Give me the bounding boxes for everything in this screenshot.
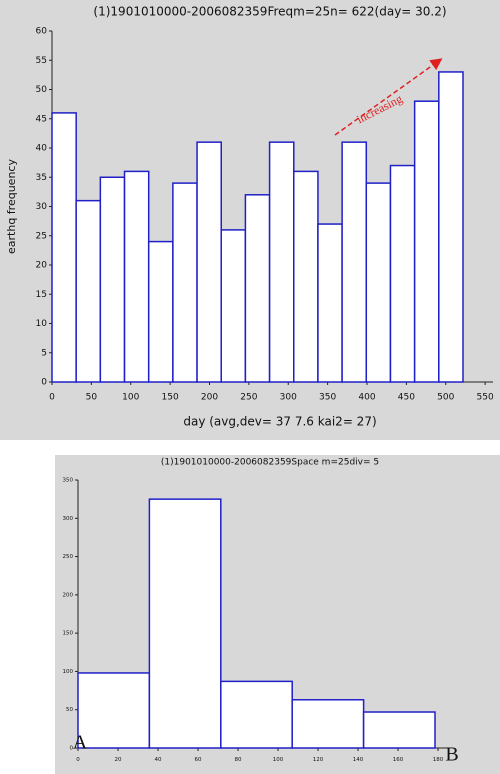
x-tick-label: 350 (319, 393, 336, 403)
bar (99, 176, 126, 383)
bar (291, 699, 365, 749)
y-tick-label: 350 (63, 478, 74, 484)
y-tick-label: 50 (66, 707, 73, 713)
x-tick-label: 500 (437, 393, 454, 403)
annotation: B (445, 744, 458, 766)
y-tick-label: 5 (41, 348, 47, 358)
y-tick-label: 25 (36, 231, 47, 241)
y-tick-label: 60 (36, 27, 48, 37)
chart-title: (1)1901010000-2006082359Freqm=25n= 622(d… (93, 5, 446, 19)
bar (341, 141, 368, 383)
x-tick-label: 160 (393, 757, 404, 763)
x-tick-label: 140 (353, 757, 364, 763)
bar (75, 199, 102, 383)
bar (77, 672, 151, 749)
y-tick-label: 50 (36, 85, 48, 95)
x-tick-label: 100 (273, 757, 284, 763)
y-axis-label: earthq frequency (5, 159, 18, 254)
y-tick-label: 15 (36, 290, 47, 300)
bar (172, 182, 198, 383)
y-tick-label: 200 (63, 592, 74, 598)
bar (362, 711, 436, 749)
bar (438, 71, 464, 383)
y-tick-label: 55 (36, 56, 47, 66)
y-tick-label: 150 (63, 631, 74, 637)
x-tick-label: 250 (240, 393, 257, 403)
x-tick-label: 50 (86, 393, 98, 403)
bar (147, 240, 174, 383)
bar (268, 141, 295, 383)
trend-arrow (334, 58, 443, 136)
x-tick-label: 400 (358, 393, 375, 403)
x-tick-label: 150 (162, 393, 179, 403)
x-tick-label: 80 (235, 757, 242, 763)
bar (293, 170, 319, 383)
bar (413, 100, 440, 383)
y-tick-label: 250 (63, 554, 74, 560)
bar (220, 229, 247, 383)
y-tick-label: 40 (36, 144, 48, 154)
y-tick-label: 0 (41, 378, 47, 388)
bar (389, 164, 416, 383)
bar (365, 182, 392, 383)
x-tick-label: 0 (49, 393, 55, 403)
x-tick-label: 550 (477, 393, 494, 403)
bar (244, 194, 271, 383)
annotation: A (73, 732, 88, 754)
bar (51, 112, 77, 383)
y-tick-label: 300 (63, 516, 74, 522)
chart-title: (1)1901010000-2006082359Space m=25div= 5 (161, 458, 379, 468)
y-tick-label: 35 (36, 173, 47, 183)
bar (196, 141, 222, 383)
x-tick-label: 300 (280, 393, 297, 403)
y-tick-label: 20 (36, 261, 48, 271)
x-tick-label: 200 (201, 393, 218, 403)
bar (148, 498, 222, 749)
x-tick-label: 20 (115, 757, 122, 763)
x-axis-label: day (avg,dev= 37 7.6 kai2= 27) (183, 415, 376, 429)
x-tick-label: 120 (313, 757, 324, 763)
y-tick-label: 0 (70, 746, 74, 752)
y-tick-label: 100 (63, 669, 74, 675)
x-tick-label: 0 (76, 757, 80, 763)
x-tick-label: 40 (155, 757, 162, 763)
y-tick-label: 45 (36, 114, 47, 124)
x-tick-label: 180 (433, 757, 444, 763)
bar (317, 223, 343, 383)
y-tick-label: 30 (36, 202, 48, 212)
x-tick-label: 60 (195, 757, 202, 763)
x-tick-label: 450 (398, 393, 415, 403)
y-tick-label: 10 (36, 319, 48, 329)
bar (123, 170, 150, 383)
bar (220, 680, 293, 749)
x-tick-label: 100 (122, 393, 139, 403)
